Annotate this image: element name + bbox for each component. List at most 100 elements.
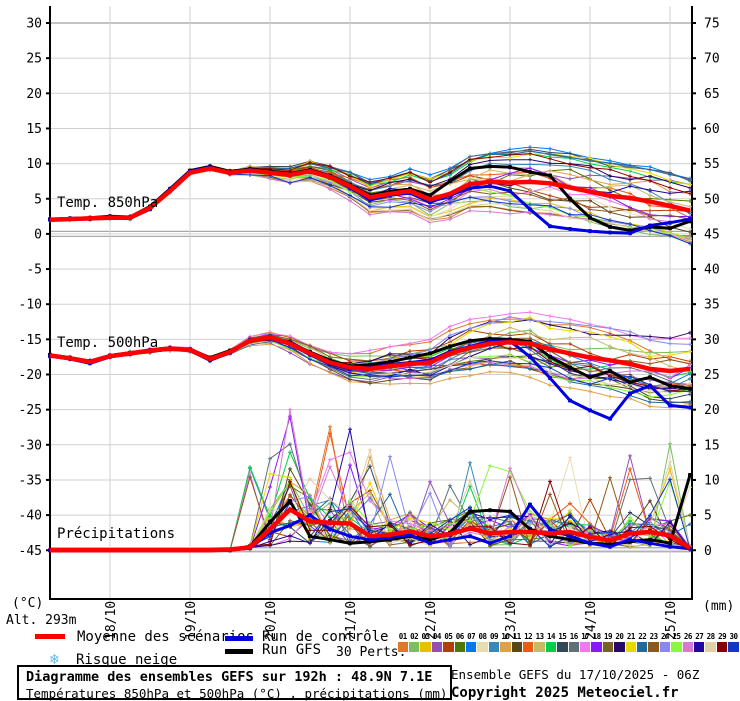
legend-perts-label: 30 Perts. (336, 645, 407, 660)
pert-number: 10 (501, 632, 510, 641)
right-tick-label: 15 (704, 438, 720, 453)
pert-swatch (648, 642, 659, 652)
right-tick-label: 5 (704, 509, 712, 524)
copyright: Copyright 2025 Meteociel.fr (451, 685, 679, 701)
x-axis-date-label: 25/10 (664, 601, 679, 640)
pert-number: 16 (569, 632, 579, 641)
title-box: Diagramme des ensembles GEFS sur 192h : … (17, 665, 452, 701)
x-axis-date-label: 21/10 (344, 601, 359, 640)
left-tick-label: -30 (19, 438, 42, 453)
left-tick-label: 5 (34, 192, 42, 207)
left-tick-label: -20 (19, 368, 42, 383)
left-tick-label: -10 (19, 298, 42, 313)
pert-cell: 12 (522, 632, 534, 652)
ensemble-mean-curve (50, 506, 692, 553)
pert-swatch (716, 642, 728, 652)
right-tick-label: 75 (704, 17, 720, 32)
pert-cell: 22 (637, 632, 648, 652)
pert-number: 06 (455, 632, 465, 641)
right-tick-label: 0 (704, 544, 712, 559)
pert-cell: 01 (397, 632, 408, 652)
pert-swatch (671, 642, 682, 652)
pert-swatch (705, 642, 716, 652)
ensemble-mean-curve (49, 166, 691, 223)
mean-line-swatch (35, 634, 65, 639)
right-tick-label: 60 (704, 122, 720, 137)
pert-swatch (477, 642, 488, 652)
pert-cell: 16 (568, 632, 579, 652)
pert-cell: 05 (443, 632, 454, 652)
pert-number: 22 (638, 632, 647, 641)
pert-swatch (397, 642, 408, 652)
x-axis-date-label: 19/10 (184, 601, 199, 640)
snowflake-icon: ❄ (50, 650, 60, 668)
ensemble-chart: 18/10 19/10 20/10 21/10 22/10 23/10 24/10 25/10… (19, 6, 720, 640)
pert-number: 23 (649, 632, 659, 641)
left-tick-label: 30 (26, 17, 42, 32)
right-tick-label: 25 (704, 368, 720, 383)
pert-swatch (431, 642, 443, 652)
right-tick-label: 35 (704, 298, 720, 313)
pert-number: 29 (718, 632, 727, 641)
pert-swatch (659, 642, 671, 652)
pert-number: 09 (489, 632, 499, 641)
run-info-box: Ensemble GEFS du 17/10/2025 - 06Z Copyri… (451, 667, 699, 701)
left-tick-label: 25 (26, 52, 42, 67)
left-tick-label: 20 (26, 87, 42, 102)
pert-cell: 25 (671, 632, 682, 652)
pert-number: 25 (672, 632, 681, 641)
panel-label-prcp: Précipitations (57, 526, 175, 542)
chart-subtitle: Températures 850hPa et 500hPa (°C) , pré… (26, 686, 448, 701)
pert-swatch (465, 642, 477, 652)
x-axis-date-label: 22/10 (424, 601, 439, 640)
left-tick-label: -40 (19, 509, 42, 524)
left-tick-label: 10 (26, 157, 42, 172)
pert-cell: 04 (431, 632, 443, 652)
pert-cell: 03 (420, 632, 431, 652)
pert-number: 12 (524, 632, 533, 641)
run-info: Ensemble GEFS du 17/10/2025 - 06Z (451, 667, 700, 682)
pert-cell: 10 (500, 632, 511, 652)
left-tick-label: -45 (19, 544, 42, 559)
right-tick-label: 10 (704, 473, 720, 488)
pert-swatch (614, 642, 625, 652)
pert-cell: 20 (614, 632, 625, 652)
pert-cell: 17 (580, 632, 591, 652)
right-tick-label: 45 (704, 227, 720, 242)
pert-number: 02 (410, 632, 419, 641)
pert-number: 08 (478, 632, 488, 641)
pert-swatch (694, 642, 705, 652)
pert-swatch (625, 642, 637, 652)
pert-swatch (454, 642, 465, 652)
chart-title: Diagramme des ensembles GEFS sur 192h : … (26, 669, 433, 685)
left-tick-label: -25 (19, 403, 42, 418)
panel-label-t500: Temp. 500hPa (57, 335, 158, 351)
x-axis-date-label: 20/10 (264, 601, 279, 640)
pert-number: 26 (683, 632, 693, 641)
pert-swatch (545, 642, 557, 652)
pert-number: 07 (467, 632, 476, 641)
left-tick-label: -35 (19, 473, 42, 488)
right-tick-label: 50 (704, 192, 720, 207)
left-tick-label: -15 (19, 333, 42, 348)
legend-mean-label: Moyenne des scénarios (77, 629, 255, 645)
pert-swatch (500, 642, 511, 652)
pert-swatch (534, 642, 545, 652)
x-axis-date-label: 18/10 (104, 601, 119, 640)
pert-cell: 19 (602, 632, 614, 652)
right-tick-label: 30 (704, 333, 720, 348)
pert-number: 28 (706, 632, 716, 641)
pert-cell: 24 (659, 632, 671, 652)
left-tick-label: 0 (34, 227, 42, 242)
pert-cell: 23 (648, 632, 659, 652)
legend-snow-label: Risque neige (76, 652, 178, 668)
control-line-swatch (225, 636, 253, 641)
pert-swatch (591, 642, 602, 652)
pert-number: 15 (558, 632, 567, 641)
pert-cell: 09 (488, 632, 500, 652)
pert-number: 19 (604, 632, 613, 641)
pert-number: 21 (626, 632, 636, 641)
pert-cell: 21 (625, 632, 637, 652)
pert-cell: 13 (534, 632, 545, 652)
pert-swatch (568, 642, 579, 652)
